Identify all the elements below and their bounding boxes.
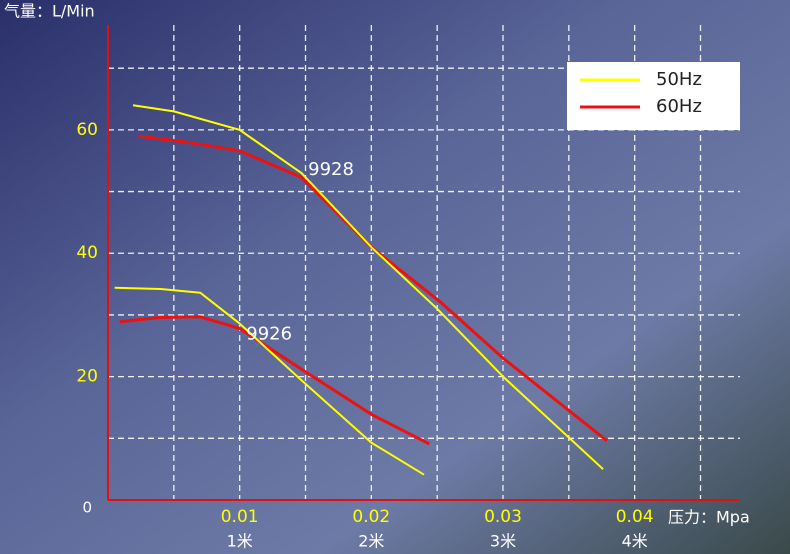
x-tick-label: 0.04 xyxy=(616,507,654,527)
y-tick-label: 40 xyxy=(76,243,98,263)
legend-label: 60Hz xyxy=(656,96,702,117)
y-axis-label: 气量：L/Min xyxy=(4,2,95,21)
x-axis-label: 压力：Mpa xyxy=(668,508,750,527)
x-tick-sublabel: 4米 xyxy=(622,532,648,551)
x-tick-sublabel: 1米 xyxy=(227,532,253,551)
legend-label: 50Hz xyxy=(656,69,702,90)
lines xyxy=(114,104,608,476)
y-tick-label: 0 xyxy=(82,499,92,517)
x-tick-label: 0.03 xyxy=(484,507,522,527)
series-line xyxy=(132,104,604,470)
series-line xyxy=(138,134,608,442)
grid xyxy=(108,25,740,500)
legend-box xyxy=(567,62,740,130)
x-tick-label: 0.01 xyxy=(221,507,259,527)
series-line xyxy=(114,286,425,476)
y-tick-label: 60 xyxy=(76,120,98,140)
annotation: 9926 xyxy=(246,324,292,345)
x-tick-sublabel: 3米 xyxy=(490,532,516,551)
annotation: 9928 xyxy=(308,159,354,180)
legend: 50Hz 60Hz xyxy=(580,69,702,117)
y-tick-label: 20 xyxy=(76,367,98,387)
x-tick-label: 0.02 xyxy=(352,507,390,527)
x-tick-sublabel: 2米 xyxy=(358,532,384,551)
series-line xyxy=(119,315,430,446)
